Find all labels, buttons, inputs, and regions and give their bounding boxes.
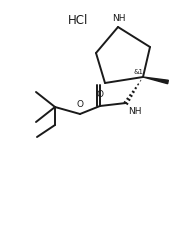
Text: O: O <box>96 90 104 99</box>
Text: HCl: HCl <box>68 14 88 27</box>
Text: O: O <box>77 100 83 109</box>
Text: &1: &1 <box>134 69 144 75</box>
Text: NH: NH <box>128 107 142 116</box>
Polygon shape <box>143 77 168 84</box>
Text: NH: NH <box>112 14 126 23</box>
